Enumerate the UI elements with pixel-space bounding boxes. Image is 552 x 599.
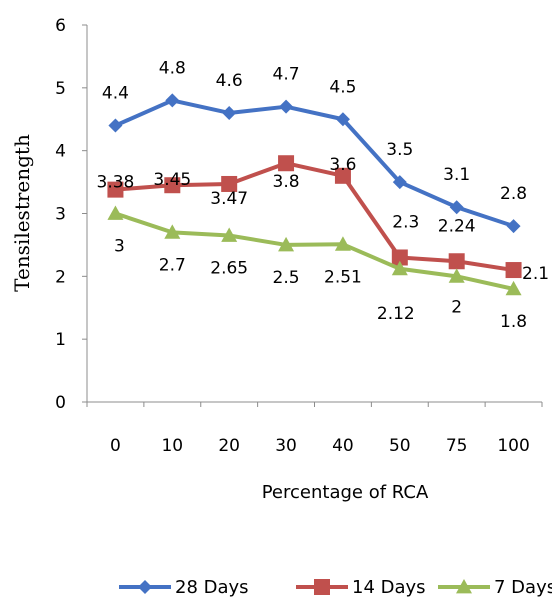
data-point-marker [164,224,181,239]
data-point-marker [278,155,295,172]
data-point-marker [278,236,295,252]
legend-entry: 7 Days [438,577,552,598]
data-point-marker [334,236,351,251]
data-label: 3.45 [153,170,191,190]
data-label: 3.1 [443,165,470,185]
x-tick-label: 75 [446,436,468,456]
y-tick-label: 0 [55,393,66,413]
data-label: 3.6 [329,155,356,175]
x-tick-label: 100 [497,436,529,456]
legend-marker [138,580,152,594]
data-point-marker [505,280,522,296]
series-line [114,98,515,228]
data-point-marker [391,249,408,266]
data-point-marker [222,105,237,120]
data-label: 2.7 [159,255,186,275]
legend-label: 7 Days [494,577,552,598]
data-label: 3 [114,237,125,257]
y-axis-title: Tensilestrength [10,134,34,292]
legend-marker [456,579,472,594]
data-point-marker [335,112,350,127]
y-tick-label: 3 [55,205,66,225]
series-7-days [107,205,522,296]
x-tick-label: 50 [389,436,411,456]
data-point-marker [221,175,238,192]
data-label: 2.65 [210,258,248,278]
series-line [115,161,514,273]
data-point-marker [448,253,465,270]
data-label: 2.12 [377,304,415,324]
data-label: 4.6 [216,71,243,91]
data-label: 2 [451,297,462,317]
x-tick-label: 30 [275,436,297,456]
data-label: 1.8 [500,312,527,332]
legend-marker [314,579,330,595]
data-label: 2.5 [273,268,300,288]
legend-label: 28 Days [175,577,249,598]
legend-entry: 14 Days [296,577,426,598]
data-point-marker [108,118,123,133]
x-tick-label: 40 [332,436,354,456]
data-label: 2.1 [522,264,549,284]
data-point-marker [221,227,238,242]
y-tick-label: 1 [55,330,66,350]
data-point-marker [448,268,465,283]
data-point-marker [392,175,407,190]
data-label: 4.4 [102,84,129,104]
series-line [114,211,514,291]
data-point-marker [449,200,464,215]
data-label: 2.3 [392,212,419,232]
data-point-marker [505,262,522,279]
data-point-marker [334,167,351,184]
data-label: 4.5 [329,77,356,97]
data-labels: 4.4 4.8 4.6 4.7 4.5 3.5 3.1 2.8 3.38 3.45 3.47 3.8 3… [97,58,550,332]
y-tick-label: 4 [55,142,66,162]
legend-label: 14 Days [352,577,426,598]
legend: 28 Days 14 Days 7 Days [119,577,552,598]
data-point-marker [391,260,408,276]
data-label: 3.38 [97,173,135,193]
y-axis-ticks: 0 1 2 3 4 5 6 [55,16,87,413]
data-point-marker [164,177,181,194]
x-tick-label: 20 [218,436,240,456]
data-label: 4.8 [159,58,186,78]
data-label: 3.5 [386,140,413,160]
series-14-days [107,155,522,279]
data-point-marker [107,205,124,220]
data-point-marker [165,93,180,108]
data-label: 4.7 [273,65,300,85]
y-tick-label: 6 [55,16,66,36]
data-label: 3.8 [273,172,300,192]
data-point-marker [107,181,124,198]
data-label: 2.8 [500,184,527,204]
legend-entry: 28 Days [119,577,249,598]
data-label: 3.47 [210,189,248,209]
x-axis-title: Percentage of RCA [262,482,429,503]
data-label: 2.51 [324,267,362,287]
x-tick-label: 10 [161,436,183,456]
y-tick-label: 5 [55,79,66,99]
x-tick-label: 0 [110,436,121,456]
y-tick-label: 2 [55,267,66,287]
x-axis-ticks: 0 10 20 30 40 50 75 100 [86,402,543,456]
series-layer [107,93,522,296]
data-point-marker [279,99,294,114]
series-28-days [108,93,521,234]
data-point-marker [506,219,521,234]
data-label: 2.24 [438,216,476,236]
